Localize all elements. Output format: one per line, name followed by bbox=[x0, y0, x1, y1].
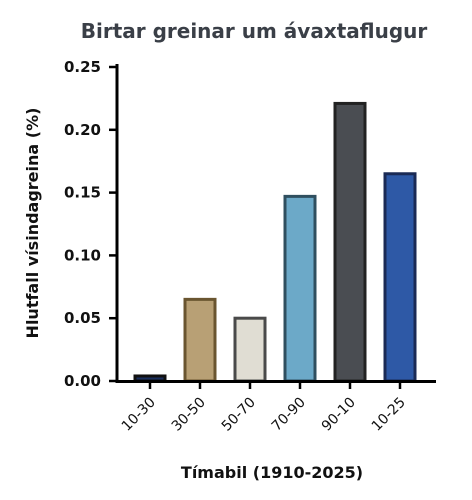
y-tick-label: 0.10 bbox=[64, 246, 101, 264]
x-tick-label: 50-70 bbox=[219, 395, 259, 435]
x-tick-label: 90-10 bbox=[319, 395, 359, 435]
y-axis-ticks: 0.00 0.05 0.10 0.15 0.20 0.25 bbox=[64, 58, 117, 390]
x-tick-label: 10-25 bbox=[369, 395, 409, 435]
bars-group bbox=[133, 101, 417, 383]
bar-50-70 bbox=[233, 316, 267, 383]
bar-10-25 bbox=[383, 172, 417, 383]
y-tick-label: 0.00 bbox=[64, 372, 101, 390]
x-axis-label: Tímabil (1910-2025) bbox=[181, 463, 363, 482]
bar-90-10 bbox=[333, 101, 367, 383]
chart-title: Birtar greinar um ávaxtaflugur bbox=[81, 19, 428, 43]
y-tick-label: 0.25 bbox=[64, 58, 101, 76]
x-axis-ticks: 10-30 30-50 50-70 70-90 90-10 10-25 bbox=[119, 381, 409, 435]
bar-30-50 bbox=[183, 297, 217, 383]
bar-70-90 bbox=[283, 194, 317, 383]
y-tick-label: 0.15 bbox=[64, 184, 101, 202]
y-tick-label: 0.05 bbox=[64, 309, 101, 327]
y-tick-label: 0.20 bbox=[64, 121, 101, 139]
x-tick-label: 10-30 bbox=[119, 395, 159, 435]
x-tick-label: 70-90 bbox=[269, 395, 309, 435]
x-tick-label: 30-50 bbox=[169, 395, 209, 435]
y-axis-label: Hlutfall vísindagreina (%) bbox=[23, 108, 42, 339]
